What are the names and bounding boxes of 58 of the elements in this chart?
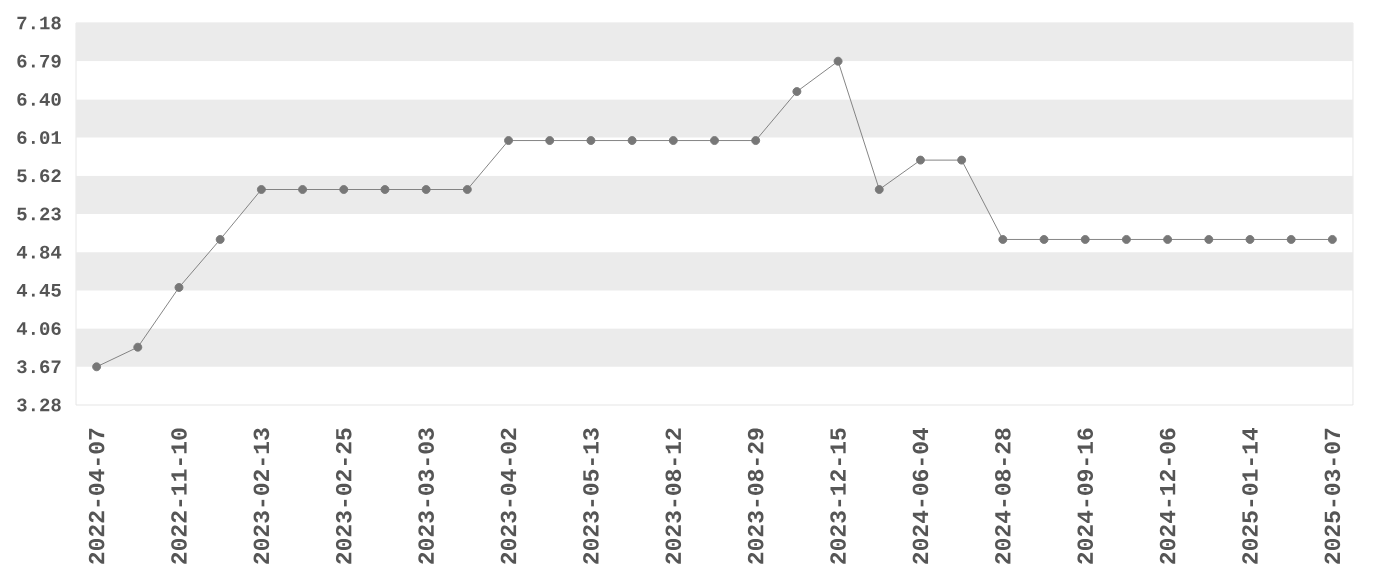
x-tick-label: 2024-06-04 bbox=[912, 427, 929, 564]
x-tick-label: 2024-12-06 bbox=[1159, 428, 1176, 564]
y-tick-label: 7.18 bbox=[17, 16, 61, 30]
point bbox=[421, 185, 431, 194]
x-tick-label: 2024-08-28 bbox=[995, 428, 1011, 564]
x-tick-label: 2025-03-07 bbox=[1324, 428, 1341, 564]
y-tick-label: 4.84 bbox=[16, 245, 62, 259]
point bbox=[668, 136, 678, 145]
y-tick-label: 5.62 bbox=[17, 169, 61, 183]
x-tick-label: 2023-08-12 bbox=[665, 428, 682, 564]
y-tick-label: 6.79 bbox=[17, 54, 61, 68]
x-tick-label: 2023-03-03 bbox=[418, 428, 434, 564]
point bbox=[545, 136, 555, 145]
point bbox=[710, 136, 719, 145]
x-tick-label: 2023-02-13 bbox=[253, 428, 270, 564]
point bbox=[174, 283, 184, 292]
point bbox=[833, 56, 843, 66]
point bbox=[1327, 235, 1337, 244]
point bbox=[256, 185, 266, 194]
y-tick-label: 3.28 bbox=[17, 398, 61, 412]
x-tick-label: 2023-08-29 bbox=[747, 428, 764, 564]
point bbox=[627, 136, 637, 145]
y-tick-label: 4.06 bbox=[16, 322, 61, 336]
point bbox=[380, 185, 390, 194]
point bbox=[339, 185, 349, 194]
point bbox=[462, 185, 472, 194]
x-tick-label: 2022-04-07 bbox=[88, 428, 105, 564]
x-tick-label: 2024-09-16 bbox=[1077, 428, 1094, 564]
point bbox=[751, 136, 761, 145]
point bbox=[874, 185, 884, 194]
point bbox=[916, 155, 925, 165]
x-tick-label: 2022-11-10 bbox=[171, 428, 187, 564]
point bbox=[1121, 235, 1131, 244]
y-tick-label: 6.01 bbox=[17, 131, 61, 145]
point bbox=[998, 235, 1008, 244]
point bbox=[586, 136, 596, 145]
y-tick-label: 6.40 bbox=[17, 92, 61, 106]
point bbox=[92, 362, 102, 372]
y-tick-label: 3.67 bbox=[17, 360, 61, 374]
point bbox=[504, 136, 513, 145]
point bbox=[957, 155, 967, 165]
point bbox=[133, 342, 143, 352]
y-tick-label: 4.45 bbox=[16, 284, 61, 297]
x-tick-label: 2023-05-13 bbox=[583, 428, 599, 564]
x-tick-label: 2023-02-25 bbox=[335, 428, 352, 564]
point bbox=[298, 185, 308, 194]
point bbox=[215, 235, 225, 244]
point bbox=[1245, 235, 1255, 244]
y-tick-label: 5.23 bbox=[17, 207, 61, 221]
x-tick-label: 2025-01-14 bbox=[1242, 427, 1258, 564]
x-tick-label: 2023-04-02 bbox=[500, 428, 517, 564]
point bbox=[1080, 235, 1090, 244]
point bbox=[1204, 235, 1214, 244]
point bbox=[1163, 235, 1173, 244]
x-tick-label: 2023-12-15 bbox=[830, 428, 846, 564]
point bbox=[1286, 235, 1296, 244]
point bbox=[1039, 235, 1049, 244]
point bbox=[792, 87, 802, 97]
